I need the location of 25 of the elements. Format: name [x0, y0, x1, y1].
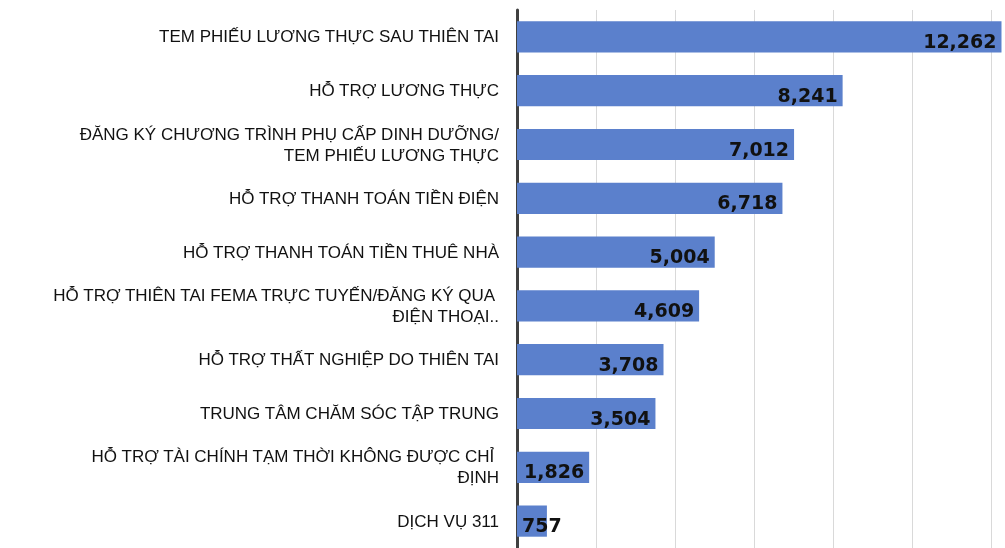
y-tick-label: HỖ TRỢ THIÊN TAI FEMA TRỰC TUYẾN/ĐĂNG KÝ QUA ĐIỆN THOẠI.. [53, 285, 499, 326]
bar [517, 182, 783, 214]
y-tick-label: HỖ TRỢ TÀI CHÍNH TẠM THỜI KHÔNG ĐƯỢC CHỈ ĐỊNH [91, 447, 499, 488]
bar [517, 75, 843, 107]
data-label: 1,826 [524, 460, 585, 483]
data-label: 8,241 [777, 83, 838, 106]
y-tick-label: DỊCH VỤ 311 [397, 511, 499, 531]
bar [517, 236, 715, 268]
data-label: 12,262 [923, 29, 997, 52]
y-tick-label: TEM PHIẾU LƯƠNG THỰC SAU THIÊN TAI [159, 27, 499, 47]
data-label: 7,012 [728, 137, 790, 160]
data-label: 5,004 [649, 245, 710, 268]
y-tick-label: HỖ TRỢ THANH TOÁN TIỀN THUÊ NHÀ [183, 242, 500, 262]
y-tick-label: HỖ TRỢ THANH TOÁN TIỀN ĐIỆN [229, 188, 499, 208]
data-label: 6,718 [717, 191, 778, 214]
bar [517, 290, 700, 322]
y-tick-label: HỖ TRỢ LƯƠNG THỰC [309, 81, 499, 101]
bar [517, 21, 1002, 53]
data-label: 3,708 [598, 352, 659, 375]
y-tick-label: TRUNG TÂM CHĂM SÓC TẬP TRUNG [199, 404, 499, 423]
bar [517, 128, 795, 161]
data-label: 3,504 [590, 406, 651, 429]
y-tick-label: ĐĂNG KÝ CHƯƠNG TRÌNH PHỤ CẤP DINH DƯỠNG/TEM PHIẾU LƯƠNG THỰC [79, 124, 500, 165]
y-tick-label: HỖ TRỢ THẤT NGHIỆP DO THIÊN TAI [198, 350, 499, 370]
data-label: 4,609 [634, 298, 695, 321]
